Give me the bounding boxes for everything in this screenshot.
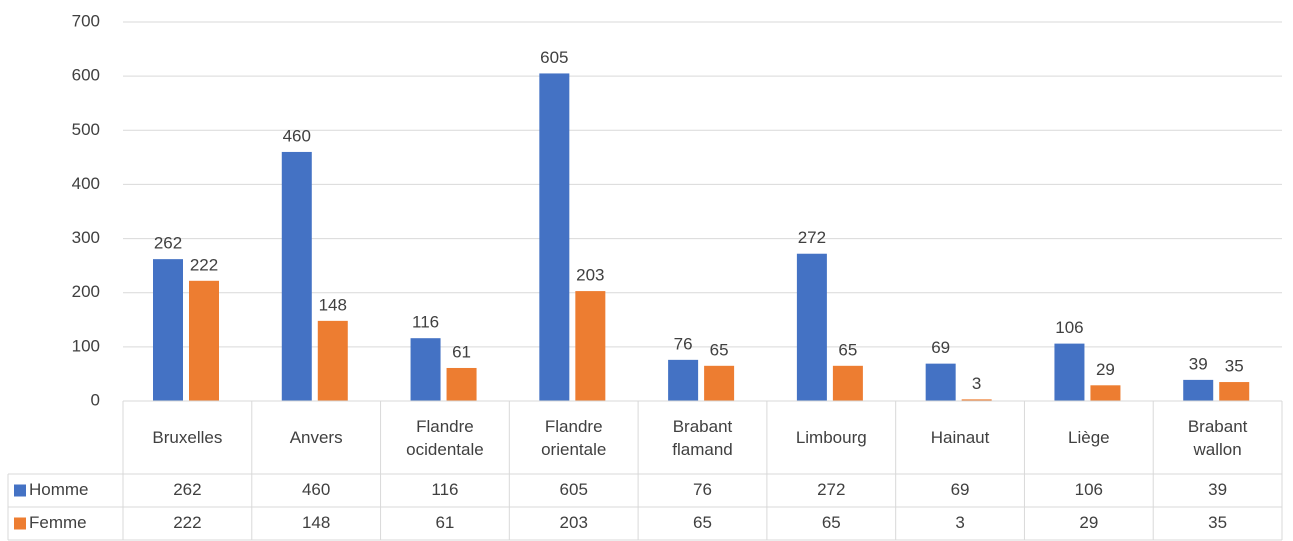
table-value: 65 (693, 513, 712, 532)
table-value: 116 (431, 480, 458, 499)
y-tick-label: 500 (72, 120, 100, 139)
data-label: 222 (190, 255, 218, 274)
y-tick-label: 700 (72, 11, 100, 30)
legend-key (14, 484, 26, 497)
table-value: 222 (173, 513, 201, 532)
table-value: 61 (435, 513, 454, 532)
bar (961, 399, 992, 401)
category-label: Flandre ocidentale (406, 416, 484, 459)
table-value: 29 (1079, 513, 1098, 532)
bar (1183, 379, 1214, 401)
category-label: Anvers (289, 428, 343, 447)
y-tick-label: 200 (72, 282, 100, 301)
table-value: 605 (560, 480, 588, 499)
y-tick-label: 600 (72, 66, 100, 85)
data-label: 148 (319, 295, 347, 314)
bar (189, 280, 219, 401)
category-label: Brabant flamand (672, 416, 733, 459)
bar (832, 365, 863, 401)
bar (668, 359, 699, 401)
data-label: 65 (838, 340, 857, 359)
bar (317, 320, 348, 401)
table-value: 76 (693, 480, 712, 499)
bar (281, 151, 312, 401)
table-value: 272 (817, 480, 845, 499)
category-label: Flandre orientale (541, 416, 607, 459)
legend-label: Homme (29, 480, 89, 499)
table-value: 3 (955, 513, 964, 532)
data-label: 262 (154, 234, 182, 253)
data-label: 35 (1225, 357, 1244, 376)
y-tick-label: 400 (72, 174, 100, 193)
bar (1054, 343, 1085, 401)
data-label: 69 (931, 338, 950, 357)
table-value: 69 (951, 480, 970, 499)
data-label: 3 (972, 374, 981, 393)
data-label: 39 (1189, 354, 1208, 373)
category-label: Liège (1068, 428, 1110, 447)
bar (1219, 382, 1250, 401)
table-value: 203 (560, 513, 588, 532)
bar (410, 338, 441, 401)
data-label: 605 (540, 48, 568, 67)
data-label: 29 (1096, 360, 1115, 379)
y-tick-label: 100 (72, 336, 100, 355)
table-value: 35 (1208, 513, 1227, 532)
data-label: 106 (1055, 318, 1083, 337)
legend-label: Femme (29, 513, 87, 532)
data-label: 460 (283, 126, 311, 145)
bar (539, 73, 570, 401)
bar (796, 253, 827, 401)
legend-key (14, 517, 26, 530)
bar (446, 367, 477, 401)
data-label: 65 (710, 340, 729, 359)
y-tick-label: 300 (72, 228, 100, 247)
table-value: 106 (1075, 480, 1103, 499)
table-value: 460 (302, 480, 330, 499)
bar (575, 291, 606, 401)
category-label: Limbourg (795, 428, 867, 447)
category-label: Hainaut (930, 428, 990, 447)
data-label: 61 (452, 342, 471, 361)
category-label: Brabant wallon (1187, 416, 1248, 459)
data-label: 116 (412, 313, 439, 332)
table-value: 65 (822, 513, 841, 532)
bar (153, 259, 183, 401)
bar (1090, 385, 1121, 401)
data-label: 203 (576, 266, 604, 285)
bar (704, 365, 735, 401)
bar (925, 363, 956, 401)
data-label: 272 (798, 228, 826, 247)
y-tick-label: 0 (91, 390, 100, 409)
table-value: 148 (302, 513, 330, 532)
table-value: 262 (173, 480, 201, 499)
category-label: Bruxelles (152, 428, 223, 447)
table-value: 39 (1208, 480, 1227, 499)
data-label: 76 (674, 334, 693, 353)
